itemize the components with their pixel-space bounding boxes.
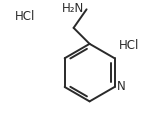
Text: HCl: HCl (119, 39, 140, 52)
Text: HCl: HCl (15, 10, 35, 23)
Text: H₂N: H₂N (62, 2, 84, 15)
Text: N: N (117, 81, 125, 93)
